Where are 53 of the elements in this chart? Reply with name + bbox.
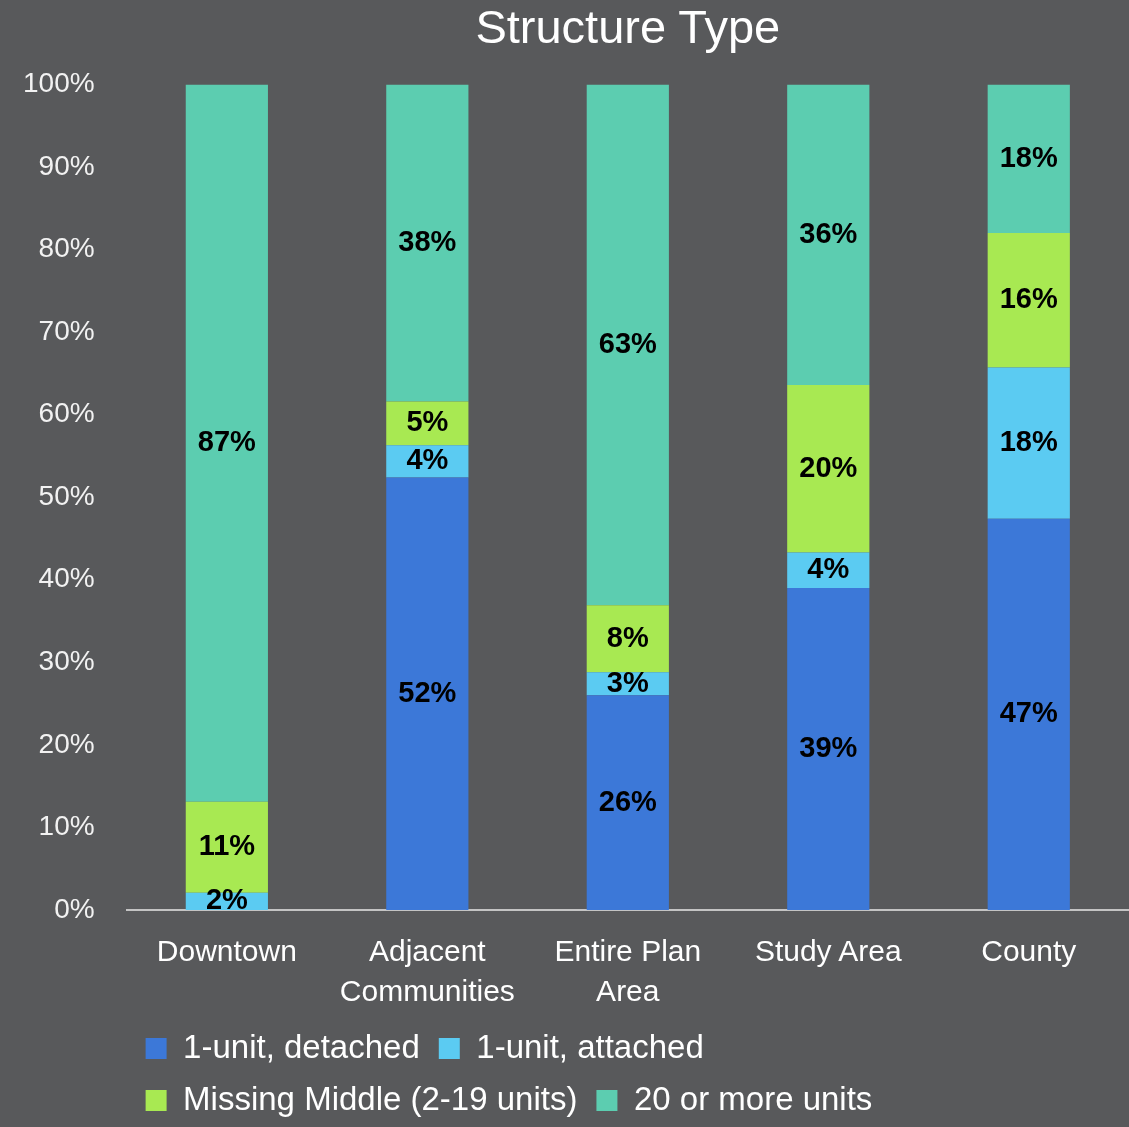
y-tick-label: 30%: [38, 645, 95, 677]
bar: [586, 84, 669, 606]
data-label: 39%: [799, 731, 858, 764]
y-tick-label: 90%: [38, 149, 95, 181]
y-tick-label: 60%: [38, 397, 95, 429]
bar: [386, 84, 469, 402]
y-tick-label: 40%: [38, 562, 95, 594]
bar: [987, 367, 1070, 519]
data-label: 36%: [799, 216, 858, 249]
bar: [987, 233, 1070, 368]
y-tick-label: 10%: [38, 810, 95, 842]
x-tick-label: Downtown: [156, 934, 297, 968]
bar: [987, 518, 1070, 910]
data-label: 2%: [205, 883, 249, 916]
data-label: 5%: [406, 405, 449, 438]
data-label: 3%: [606, 665, 649, 698]
data-label: 18%: [999, 425, 1058, 458]
data-label: 38%: [398, 224, 457, 257]
legend-label: 20 or more units: [633, 1079, 873, 1117]
data-label: 11%: [198, 829, 256, 862]
data-label: 87%: [197, 425, 257, 458]
bar: [185, 84, 268, 802]
bar: [787, 588, 870, 910]
y-tick-label: 100%: [22, 67, 95, 99]
bar: [586, 695, 669, 910]
x-tick-label: Adjacent Communities: [339, 934, 515, 1008]
bar: [787, 84, 870, 385]
legend-label: Missing Middle (2-19 units): [183, 1079, 578, 1117]
bar: [386, 477, 469, 910]
data-label: 16%: [999, 282, 1058, 315]
bar: [586, 605, 669, 673]
x-tick-label: County: [981, 934, 1077, 968]
data-label: 4%: [807, 552, 850, 585]
data-label: 20%: [799, 450, 858, 483]
bar: [787, 384, 870, 553]
data-label: 52%: [398, 675, 457, 708]
data-label: 47%: [999, 696, 1058, 729]
x-tick-label: Study Area: [754, 934, 902, 968]
data-label: 18%: [999, 140, 1058, 173]
y-tick-label: 20%: [38, 727, 95, 759]
bar: [987, 84, 1070, 234]
x-tick-label: Entire Plan Area: [554, 934, 702, 1008]
y-tick-label: 50%: [38, 479, 95, 511]
y-tick-label: 70%: [38, 314, 95, 346]
data-label: 4%: [406, 443, 449, 476]
data-label: 8%: [606, 620, 649, 653]
chart-title: Structure Type: [475, 0, 781, 54]
data-label: 63%: [598, 326, 658, 359]
y-tick-label: 0%: [54, 892, 95, 924]
legend-label: 1-unit, attached: [476, 1027, 704, 1065]
data-label: 26%: [598, 784, 658, 817]
y-tick-label: 80%: [38, 232, 95, 264]
legend-label: 1-unit, detached: [183, 1027, 420, 1065]
